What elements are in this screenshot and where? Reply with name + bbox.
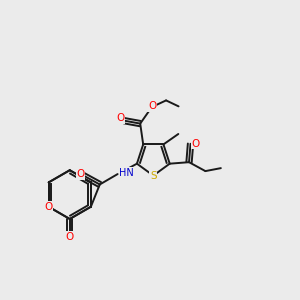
Text: HN: HN xyxy=(119,168,134,178)
Text: O: O xyxy=(66,232,74,242)
Text: O: O xyxy=(76,169,85,179)
Text: O: O xyxy=(44,202,53,212)
Text: O: O xyxy=(116,113,124,123)
Text: S: S xyxy=(150,171,157,181)
Text: O: O xyxy=(192,139,200,149)
Text: O: O xyxy=(148,101,156,111)
